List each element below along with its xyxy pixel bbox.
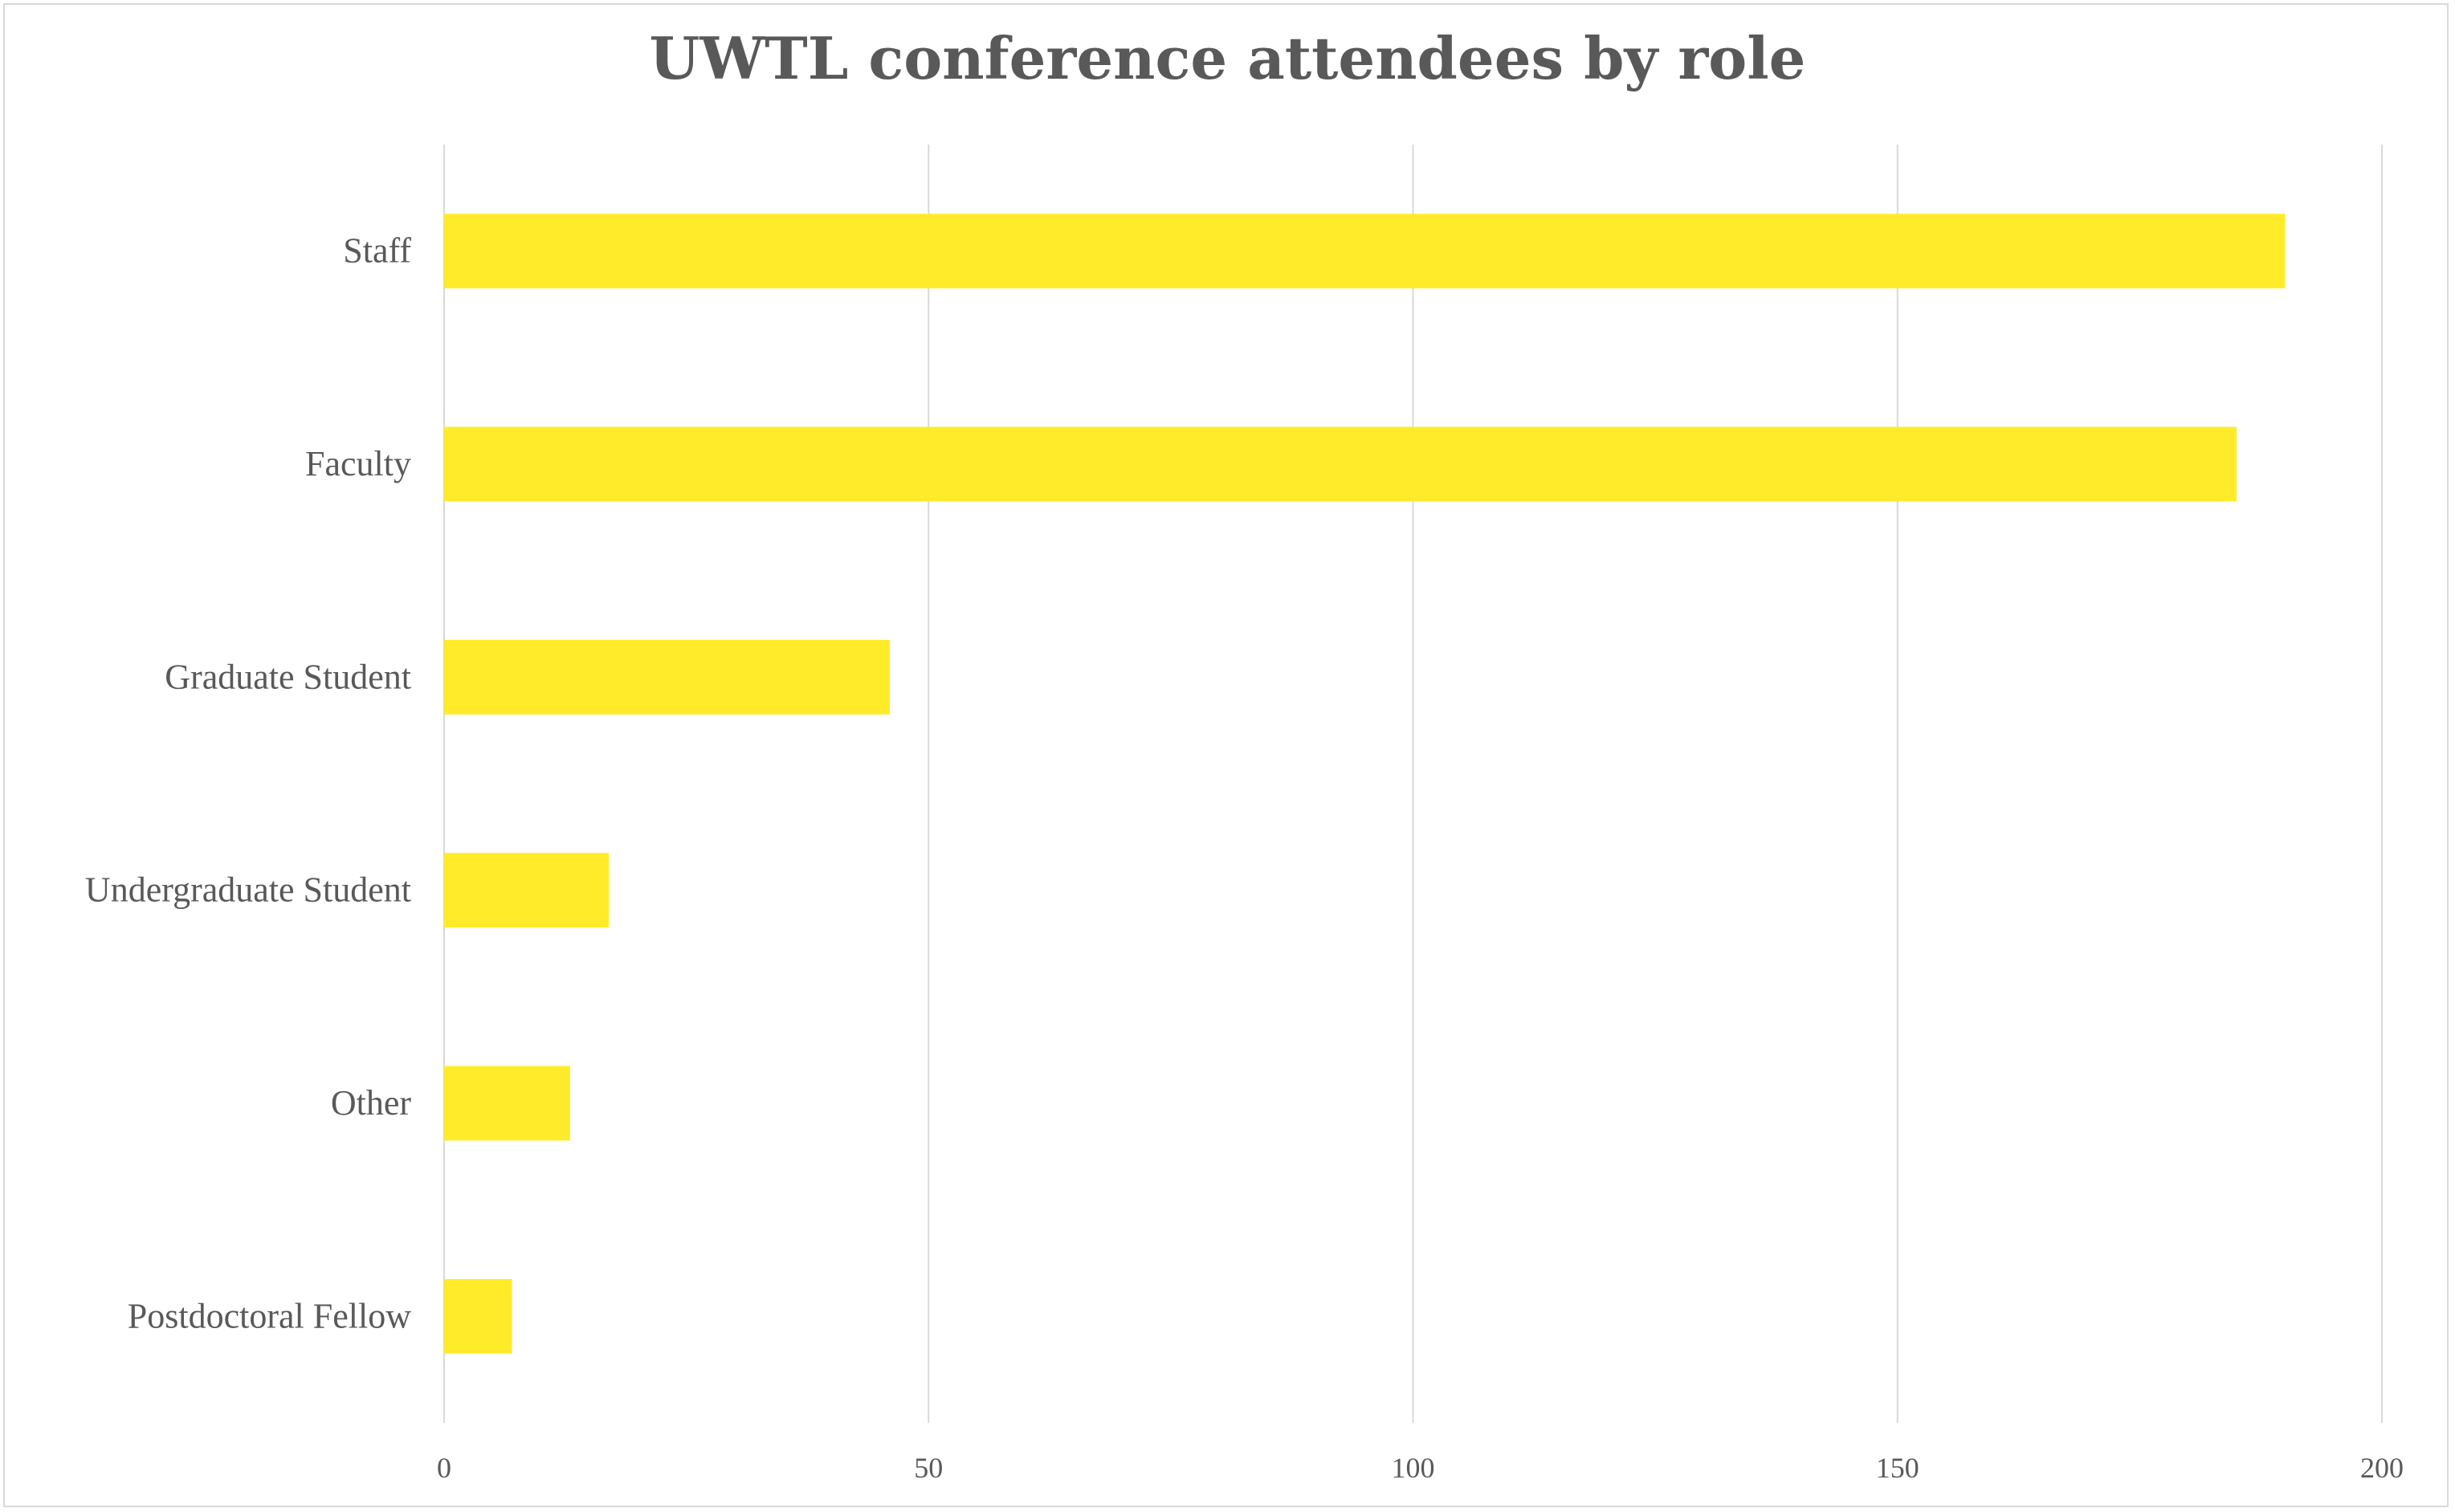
bar-undergraduate-student	[444, 853, 610, 928]
bar-faculty	[444, 426, 2237, 502]
bar-graduate-student	[444, 639, 890, 715]
category-label: Staff	[343, 231, 411, 271]
x-tick-label: 50	[914, 1452, 943, 1484]
x-tick-labels: 0 50 100 150 200	[437, 1452, 2404, 1484]
bar-staff	[444, 214, 2286, 289]
category-labels: Staff Faculty Graduate Student Undergraduat…	[85, 231, 411, 1336]
category-label: Graduate Student	[165, 657, 411, 696]
category-label: Faculty	[305, 444, 411, 483]
x-tick-label: 200	[2360, 1452, 2404, 1484]
x-tick-label: 150	[1876, 1452, 1919, 1484]
chart-title: UWTL conference attendees by role	[649, 24, 1806, 92]
x-tick-label: 0	[437, 1452, 451, 1484]
category-label: Postdoctoral Fellow	[128, 1296, 411, 1335]
x-tick-label: 100	[1392, 1452, 1435, 1484]
category-label: Other	[331, 1083, 412, 1123]
bars	[444, 214, 2286, 1354]
bar-postdoctoral-fellow	[444, 1278, 512, 1354]
bar-other	[444, 1066, 570, 1141]
category-label: Undergraduate Student	[85, 870, 411, 910]
gridlines	[443, 145, 2383, 1423]
